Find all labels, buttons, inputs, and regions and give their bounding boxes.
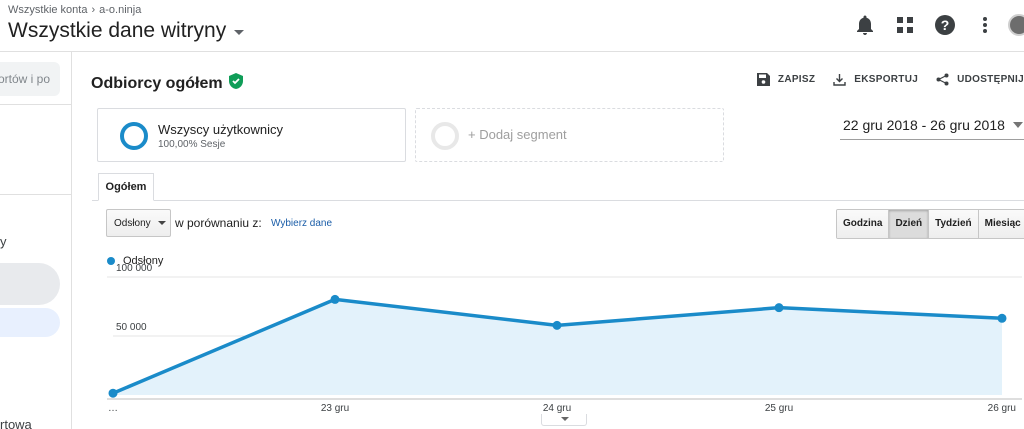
sidebar-divider [0, 104, 72, 105]
verified-shield-icon [228, 73, 243, 94]
metric-select[interactable]: Odsłony [106, 209, 171, 237]
breadcrumb-account[interactable]: a-o.ninja [99, 4, 142, 16]
sidebar-divider [0, 194, 72, 195]
save-label: ZAPISZ [777, 74, 816, 85]
chart-collapse-toggle[interactable] [541, 414, 587, 426]
x-tick-label: 24 gru [543, 403, 571, 414]
property-selector[interactable]: Wszystkie dane witryny [8, 19, 245, 43]
svg-text:?: ? [941, 17, 950, 33]
series-area [113, 299, 1002, 395]
share-icon [936, 73, 949, 86]
y-tick-label: 50 000 [116, 322, 147, 333]
more-vert-icon[interactable] [972, 12, 998, 38]
tab-divider [92, 200, 1024, 201]
sidebar-item-active[interactable] [0, 308, 60, 337]
data-point[interactable] [108, 388, 118, 398]
chevron-down-icon [157, 221, 166, 225]
legend-series-name: Odsłony [123, 255, 164, 267]
breadcrumb-separator: › [91, 4, 96, 16]
segment-share: 100,00% Sesje [158, 139, 226, 150]
data-point[interactable] [774, 303, 784, 313]
legend-dot [107, 257, 115, 265]
add-segment-button[interactable]: + Dodaj segment [415, 108, 724, 162]
save-button[interactable]: ZAPISZ [756, 73, 816, 86]
segment-name: Wszyscy użytkownicy [158, 122, 283, 137]
chevron-down-icon [1012, 121, 1023, 128]
period-hour-button[interactable]: Godzina [837, 210, 890, 238]
x-tick-label: 26 gru [988, 403, 1016, 414]
data-point[interactable] [552, 320, 562, 330]
report-actions: ZAPISZ EKSPORTUJ UDOSTĘPNIJ [739, 73, 1024, 86]
period-week-button[interactable]: Tydzień [929, 210, 979, 238]
breadcrumb-accounts[interactable]: Wszystkie konta [8, 4, 88, 16]
data-point[interactable] [997, 313, 1007, 323]
segment-ring-icon [120, 122, 148, 150]
segment-ring-empty-icon [431, 122, 459, 150]
save-icon [756, 73, 770, 86]
period-month-button[interactable]: Miesiąc [978, 210, 1024, 238]
compare-metric-link[interactable]: Wybierz dane [271, 218, 333, 229]
sidebar-search-input[interactable]: ortów i po [0, 62, 60, 96]
breadcrumb: Wszystkie konta › a-o.ninja [8, 4, 141, 16]
share-label: UDOSTĘPNIJ [957, 74, 1024, 85]
x-tick-label: 23 gru [321, 403, 349, 414]
report-title: Odbiorcy ogółem [91, 74, 223, 92]
export-label: EKSPORTUJ [854, 74, 919, 85]
data-point[interactable] [330, 294, 340, 304]
sidebar-item-selected[interactable] [0, 263, 60, 305]
metric-select-value: Odsłony [114, 217, 151, 229]
tab-overview[interactable]: Ogółem [98, 173, 154, 201]
x-tick-label: 25 gru [765, 403, 793, 414]
period-toggle-group: Godzina Dzień Tydzień Miesiąc [836, 209, 1024, 239]
avatar[interactable] [1008, 14, 1024, 36]
chart-legend: Odsłony [107, 255, 163, 267]
page-title: Odbiorcy ogółem [91, 73, 243, 94]
date-range-label: 22 gru 2018 - 26 gru 2018 [843, 116, 1005, 133]
sidebar-item-label[interactable]: rtowa [0, 417, 32, 429]
sidebar: ortów i po y rtowa [0, 52, 72, 429]
help-icon[interactable]: ? [932, 12, 958, 38]
export-button[interactable]: EKSPORTUJ [833, 73, 918, 86]
compare-label: w porównaniu z: [175, 216, 262, 230]
chevron-down-icon [234, 29, 245, 35]
download-icon [833, 74, 846, 86]
top-header: Wszystkie konta › a-o.ninja Wszystkie dane… [0, 0, 1024, 52]
bell-icon[interactable] [852, 12, 878, 38]
sidebar-search-placeholder: ortów i po [0, 72, 51, 86]
x-tick-label: … [108, 403, 118, 414]
share-button[interactable]: UDOSTĘPNIJ [936, 73, 1024, 86]
add-segment-label: + Dodaj segment [468, 127, 567, 142]
segment-card-all-users[interactable]: Wszyscy użytkownicy 100,00% Sesje [97, 108, 406, 162]
chevron-down-icon [561, 417, 569, 421]
property-title: Wszystkie dane witryny [8, 19, 227, 42]
date-range-picker[interactable]: 22 gru 2018 - 26 gru 2018 [840, 110, 1024, 140]
sidebar-item-label[interactable]: y [0, 234, 7, 249]
period-day-button[interactable]: Dzień [889, 210, 930, 238]
apps-grid-icon[interactable] [892, 12, 918, 38]
